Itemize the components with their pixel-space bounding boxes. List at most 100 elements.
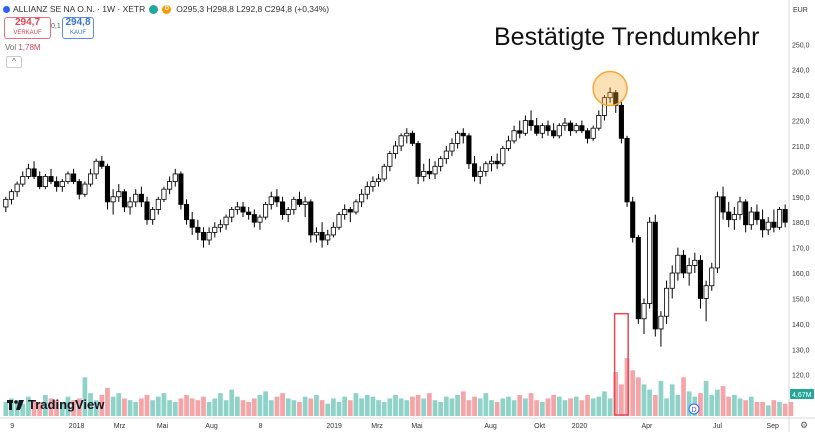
- volume-bar: [573, 396, 579, 416]
- price-tick-label: 120,0: [792, 373, 810, 380]
- volume-bar: [257, 394, 263, 416]
- symbol-header: ALLIANZ SE NA O.N. · 1W · XETR D O295,3 …: [3, 3, 329, 15]
- volume-bar: [376, 400, 381, 416]
- candle-body: [87, 173, 94, 185]
- price-tick-label: 210,0: [792, 144, 810, 151]
- volume-bar: [325, 403, 331, 416]
- candle-body: [760, 219, 766, 231]
- candle-body: [246, 211, 252, 215]
- candle-body: [347, 209, 353, 213]
- volume-bar: [602, 391, 607, 416]
- time-tick-label: 9: [10, 423, 14, 430]
- volume-bar: [387, 398, 393, 416]
- time-tick-label: Mai: [411, 423, 423, 430]
- volume-bar: [263, 391, 268, 416]
- symbol-title[interactable]: ALLIANZ SE NA O.N. · 1W · XETR: [13, 4, 146, 14]
- time-tick-label: 2020: [572, 423, 588, 430]
- price-tick-label: 200,0: [792, 169, 810, 176]
- time-tick-label: 8: [259, 423, 263, 430]
- volume-bar: [681, 377, 686, 416]
- volume-bar: [319, 400, 325, 416]
- candle-body: [251, 214, 257, 223]
- candle-body: [743, 201, 749, 226]
- candle-body: [48, 176, 54, 182]
- volume-bar: [624, 358, 630, 416]
- volume-bar: [579, 400, 585, 416]
- candle-body: [415, 143, 421, 177]
- candle-body: [54, 181, 60, 188]
- volume-bar: [590, 398, 596, 416]
- volume-bar: [76, 398, 82, 416]
- volume-bar: [737, 398, 743, 416]
- volume-legend-name: Vol: [5, 43, 17, 52]
- volume-bars: 4,67M: [3, 358, 814, 416]
- candle-body: [776, 209, 783, 228]
- currency-label[interactable]: EUR: [793, 7, 808, 14]
- volume-bar: [534, 400, 540, 416]
- volume-bar: [201, 396, 206, 416]
- candle-body: [370, 181, 376, 188]
- volume-bar: [539, 401, 545, 416]
- volume-bar: [37, 401, 43, 416]
- candle-body: [217, 224, 223, 228]
- spread-value: 0,1: [51, 23, 61, 30]
- candle-body: [42, 176, 48, 188]
- candle-body: [551, 130, 557, 137]
- volume-bar: [517, 394, 523, 416]
- volume-last-label: 4,67M: [792, 392, 812, 399]
- candle-body: [212, 226, 218, 233]
- candle-body: [726, 211, 732, 221]
- dividend-event-icon[interactable]: [688, 403, 700, 415]
- volume-legend-value: 1,78M: [18, 43, 41, 52]
- candle-body: [150, 209, 156, 221]
- candle-body: [398, 135, 404, 147]
- time-tick-label: Mai: [157, 423, 169, 430]
- price-tick-label: 130,0: [792, 347, 810, 354]
- volume-bar: [703, 380, 709, 416]
- candle-body: [121, 191, 127, 208]
- candle-body: [568, 122, 574, 132]
- volume-bar: [302, 396, 308, 416]
- candle-body: [31, 168, 37, 177]
- candle-body: [669, 272, 675, 289]
- volume-bar: [381, 401, 387, 416]
- buy-button[interactable]: 294,8 KAUF: [62, 17, 94, 39]
- buy-label: KAUF: [69, 30, 86, 36]
- candle-body: [342, 209, 348, 215]
- candle-body: [562, 122, 568, 127]
- candle-body: [376, 178, 382, 182]
- price-tick-label: 240,0: [792, 68, 810, 75]
- volume-bar: [3, 401, 9, 416]
- settings-icon[interactable]: ⚙: [800, 420, 809, 430]
- candle-body: [116, 191, 122, 198]
- candle-body: [195, 226, 201, 233]
- volume-bar: [607, 398, 613, 416]
- candle-body: [460, 132, 466, 137]
- candle-body: [82, 183, 88, 195]
- candle-body: [65, 173, 71, 182]
- tradingview-logo[interactable]: TradingView: [7, 397, 104, 412]
- volume-bar: [240, 400, 246, 416]
- candle-body: [664, 287, 670, 317]
- candle-body: [505, 140, 511, 149]
- sell-button[interactable]: 294,7 VERKAUF: [4, 17, 51, 39]
- candle-body: [658, 315, 664, 330]
- volume-bar: [483, 393, 489, 416]
- candle-body: [263, 204, 269, 218]
- candle-body: [189, 219, 195, 228]
- volume-bar: [65, 396, 71, 416]
- volume-bar: [314, 394, 319, 416]
- candle-body: [737, 201, 743, 215]
- highlight-circle: [592, 70, 628, 107]
- volume-bar: [630, 370, 636, 416]
- volume-bar: [720, 386, 726, 416]
- volume-bar: [641, 384, 647, 416]
- candle-body: [618, 104, 624, 139]
- candle-body: [647, 221, 653, 304]
- collapse-legend-button[interactable]: ^: [6, 56, 22, 68]
- volume-bar: [116, 393, 122, 416]
- volume-bar: [511, 400, 517, 416]
- tradingview-logo-icon: [7, 399, 24, 410]
